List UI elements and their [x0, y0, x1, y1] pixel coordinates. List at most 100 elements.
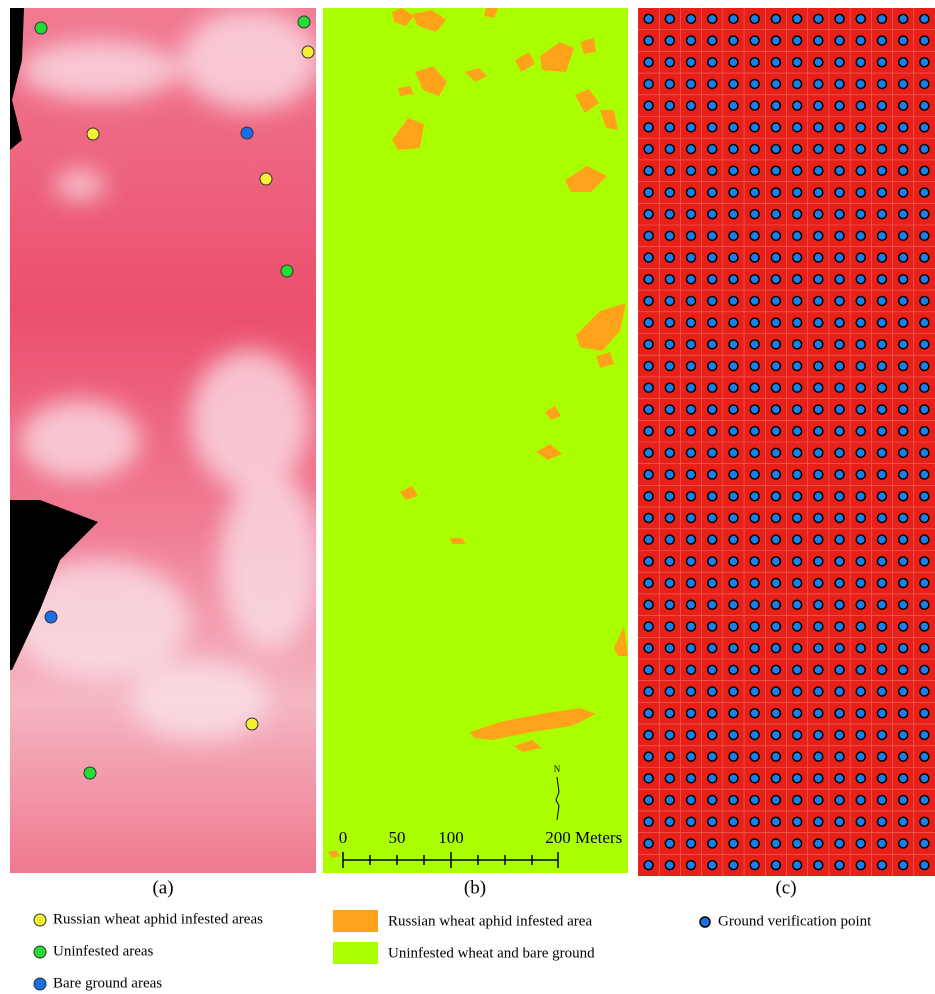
verification-point	[835, 231, 844, 240]
verification-point	[814, 665, 823, 674]
verification-point	[644, 665, 653, 674]
verification-point	[644, 622, 653, 631]
legend-swatch	[333, 910, 378, 932]
verification-point	[771, 730, 780, 739]
verification-point	[920, 861, 929, 870]
verification-point	[877, 448, 886, 457]
verification-point	[771, 101, 780, 110]
legend-text: Uninfested areas	[53, 943, 154, 959]
verification-point	[687, 600, 696, 609]
verification-point	[771, 752, 780, 761]
verification-point	[665, 166, 674, 175]
verification-point	[771, 622, 780, 631]
verification-point	[771, 557, 780, 566]
verification-point	[708, 622, 717, 631]
figure: N 0 50 100 200 Meters (a) (b) (c) Russia…	[0, 0, 935, 994]
verification-point	[729, 188, 738, 197]
verification-point	[877, 210, 886, 219]
verification-point	[750, 58, 759, 67]
verification-point	[835, 492, 844, 501]
verification-point	[835, 513, 844, 522]
verification-point	[835, 535, 844, 544]
verification-point	[877, 405, 886, 414]
verification-point	[814, 340, 823, 349]
verification-point	[793, 296, 802, 305]
verification-point	[708, 58, 717, 67]
verification-point	[877, 579, 886, 588]
verification-point	[729, 210, 738, 219]
verification-point	[899, 709, 908, 718]
verification-point	[856, 340, 865, 349]
verification-point	[899, 275, 908, 284]
verification-point	[644, 340, 653, 349]
verification-point	[771, 58, 780, 67]
verification-point	[665, 296, 674, 305]
verification-point	[835, 839, 844, 848]
verification-point	[687, 405, 696, 414]
verification-point	[814, 492, 823, 501]
verification-point	[920, 166, 929, 175]
verification-point	[665, 123, 674, 132]
verification-point	[793, 188, 802, 197]
verification-point	[665, 340, 674, 349]
verification-point	[920, 730, 929, 739]
verification-point	[665, 861, 674, 870]
verification-point	[771, 665, 780, 674]
verification-point	[771, 123, 780, 132]
verification-point	[899, 210, 908, 219]
verification-point	[814, 470, 823, 479]
verification-point	[771, 427, 780, 436]
verification-point	[856, 752, 865, 761]
verification-point	[729, 557, 738, 566]
verification-point	[835, 101, 844, 110]
verification-point	[644, 730, 653, 739]
verification-point	[814, 58, 823, 67]
verification-point	[644, 752, 653, 761]
verification-point	[644, 427, 653, 436]
verification-point	[729, 774, 738, 783]
verification-point	[687, 58, 696, 67]
verification-point	[877, 470, 886, 479]
verification-point	[750, 557, 759, 566]
verification-point	[750, 362, 759, 371]
verification-point	[771, 296, 780, 305]
verification-point	[835, 210, 844, 219]
verification-point	[877, 665, 886, 674]
verification-point	[877, 644, 886, 653]
scale-label: 200	[545, 828, 571, 847]
verification-point	[708, 340, 717, 349]
verification-point	[644, 579, 653, 588]
verification-point	[899, 383, 908, 392]
verification-point	[877, 492, 886, 501]
verification-point	[793, 796, 802, 805]
panel-label: (a)	[152, 877, 173, 898]
verification-point	[793, 644, 802, 653]
verification-point	[729, 231, 738, 240]
verification-point	[687, 839, 696, 848]
panel-b-map	[323, 8, 628, 873]
verification-point	[687, 340, 696, 349]
verification-point	[920, 296, 929, 305]
verification-point	[856, 839, 865, 848]
verification-point	[708, 79, 717, 88]
verification-point	[750, 427, 759, 436]
verification-point	[856, 101, 865, 110]
verification-point	[793, 557, 802, 566]
verification-point	[729, 535, 738, 544]
verification-point	[814, 600, 823, 609]
verification-point	[856, 622, 865, 631]
verification-point	[687, 492, 696, 501]
verification-point	[771, 817, 780, 826]
verification-point	[665, 253, 674, 262]
verification-point	[687, 145, 696, 154]
verification-point	[665, 58, 674, 67]
verification-point	[920, 318, 929, 327]
verification-point	[814, 579, 823, 588]
verification-point	[729, 513, 738, 522]
verification-point	[856, 448, 865, 457]
verification-point	[708, 101, 717, 110]
verification-point	[899, 730, 908, 739]
verification-point	[920, 579, 929, 588]
verification-point	[877, 123, 886, 132]
verification-point	[729, 622, 738, 631]
